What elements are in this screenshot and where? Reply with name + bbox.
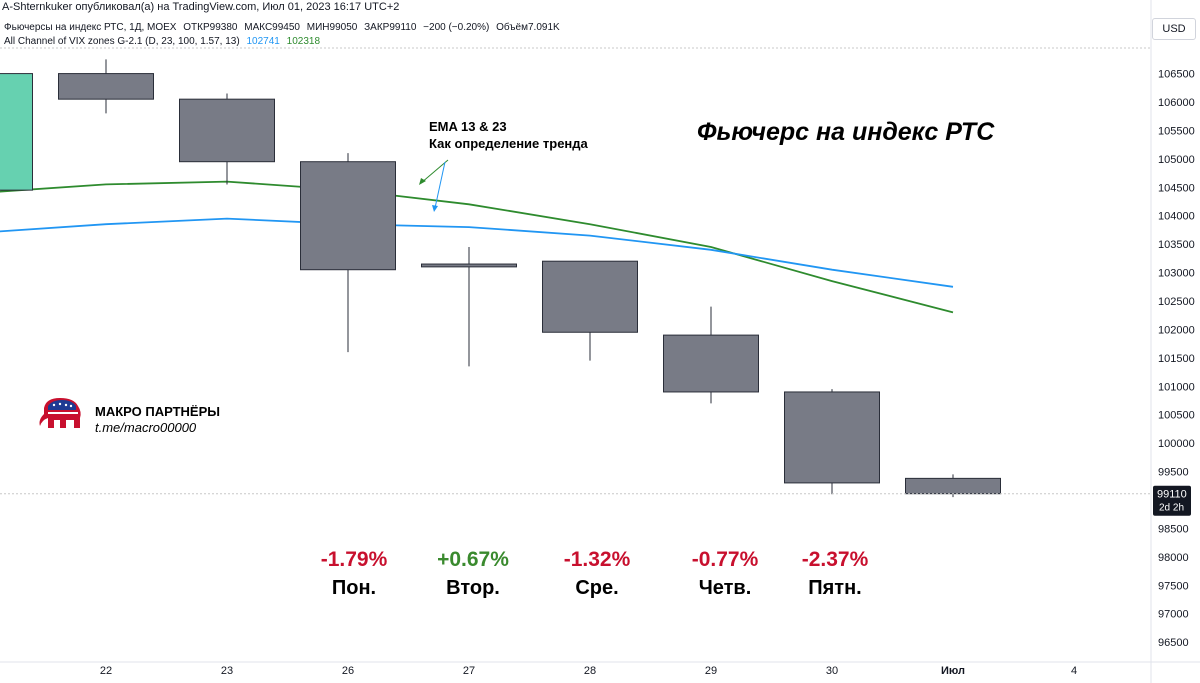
price-axis-panel	[1151, 0, 1200, 683]
price-tick-label: 106500	[1158, 69, 1195, 81]
current-price-label: 99110	[1157, 489, 1187, 501]
candle-body	[663, 334, 759, 393]
date-tick-label: 28	[584, 665, 596, 677]
publisher-caption: A-Shternkuker опубликовал(а) на TradingV…	[2, 1, 400, 13]
indicator-value-1: 102741	[246, 36, 280, 47]
date-tick-label: 27	[463, 665, 475, 677]
bar-countdown-label: 2d 2h	[1159, 503, 1184, 514]
candle-body	[300, 161, 396, 271]
low-value: МИН99050	[306, 22, 358, 33]
day-label: Пятн.	[808, 577, 862, 599]
close-value: ЗАКР99110	[364, 22, 417, 33]
price-tick-label: 100000	[1158, 438, 1195, 450]
candle	[784, 389, 880, 495]
day-label: Втор.	[446, 577, 500, 599]
price-tick-label: 96500	[1158, 637, 1189, 649]
candle	[421, 246, 517, 367]
date-tick-label: 26	[342, 665, 354, 677]
candle	[300, 153, 396, 353]
price-tick-label: 104500	[1158, 182, 1195, 194]
current-price-badge	[1153, 485, 1191, 516]
candle-body	[542, 260, 638, 333]
ema-line	[0, 180, 954, 314]
day-change-pct: -1.32%	[563, 548, 631, 571]
day-stat-wednesday: -1.32% Сре.	[542, 548, 652, 600]
date-tick-label: 30	[826, 665, 838, 677]
candle	[663, 306, 759, 404]
candle-body	[58, 73, 154, 100]
day-stat-tuesday: +0.67% Втор.	[418, 548, 528, 600]
price-tick-label: 102500	[1158, 296, 1195, 308]
date-tick-label: 29	[705, 665, 717, 677]
day-stat-thursday: -0.77% Четв.	[670, 548, 780, 600]
change-value: −200 (−0.20%)	[423, 22, 490, 33]
candle-body	[784, 391, 880, 484]
price-tick-label: 103000	[1158, 268, 1195, 280]
brand-name: МАКРО ПАРТНЁРЫ	[95, 404, 221, 419]
price-tick-label: 106000	[1158, 97, 1195, 109]
day-label: Сре.	[575, 577, 619, 599]
ema13-arrow-head	[419, 178, 426, 185]
date-tick-label: 4	[1071, 665, 1077, 677]
candle	[179, 93, 275, 185]
price-tick-label: 104000	[1158, 211, 1195, 223]
currency-button[interactable]: USD	[1152, 18, 1196, 40]
price-tick-label: 100500	[1158, 410, 1195, 422]
day-change-pct: +0.67%	[437, 548, 509, 571]
price-tick-label: 102000	[1158, 324, 1195, 336]
price-tick-label: 98500	[1158, 523, 1189, 535]
candle	[542, 260, 638, 361]
date-tick-label: 22	[100, 665, 112, 677]
price-tick-label: 103500	[1158, 239, 1195, 251]
chart-heading: Фьючерс на индекс РТС	[697, 118, 995, 146]
day-stat-friday: -2.37% Пятн.	[780, 548, 890, 600]
volume-value: Объём7.091K	[496, 22, 560, 33]
open-value: ОТКР99380	[183, 22, 238, 33]
price-tick-label: 99500	[1158, 467, 1189, 479]
price-tick-label: 101000	[1158, 381, 1195, 393]
ohlc-legend: Фьючерсы на индекс РТС, 1Д, MOEX ОТКР993…	[4, 22, 564, 33]
ema-annotation-subtitle: Как определение тренда	[429, 136, 588, 151]
candle-body	[905, 477, 1001, 495]
price-tick-label: 97500	[1158, 580, 1189, 592]
high-value: МАКС99450	[244, 22, 300, 33]
indicator-name: All Channel of VIX zones G-2.1 (D, 23, 1…	[4, 36, 240, 47]
ema23-arrow-head	[432, 205, 438, 212]
indicator-legend[interactable]: All Channel of VIX zones G-2.1 (D, 23, 1…	[4, 36, 324, 47]
ema23-arrow-line	[434, 161, 446, 209]
ema-annotation-title: EMA 13 & 23	[429, 119, 507, 134]
day-label: Пон.	[331, 577, 377, 599]
day-label: Четв.	[698, 577, 752, 599]
ema-line	[0, 217, 954, 288]
price-tick-label: 98000	[1158, 552, 1189, 564]
candle-body	[421, 263, 517, 268]
brand-link[interactable]: t.me/macro00000	[95, 420, 197, 435]
indicator-value-2: 102318	[286, 36, 321, 47]
ema13-arrow-line	[420, 159, 449, 184]
date-tick-label: 23	[221, 665, 233, 677]
candle	[58, 59, 154, 114]
day-change-pct: -2.37%	[801, 548, 869, 571]
day-stat-monday: -1.79% Пон.	[299, 548, 409, 600]
price-tick-label: 97000	[1158, 609, 1189, 621]
price-tick-label: 105000	[1158, 154, 1195, 166]
day-change-pct: -0.77%	[691, 548, 759, 571]
day-change-pct: -1.79%	[320, 548, 388, 571]
price-tick-label: 101500	[1158, 353, 1195, 365]
price-tick-label: 105500	[1158, 125, 1195, 137]
candle-body	[179, 98, 275, 163]
elephant-logo-icon	[39, 398, 81, 428]
candle-body	[0, 73, 33, 191]
candle	[0, 73, 33, 191]
symbol-label: Фьючерсы на индекс РТС, 1Д, MOEX	[4, 22, 177, 33]
date-tick-label: Июл	[941, 665, 965, 677]
